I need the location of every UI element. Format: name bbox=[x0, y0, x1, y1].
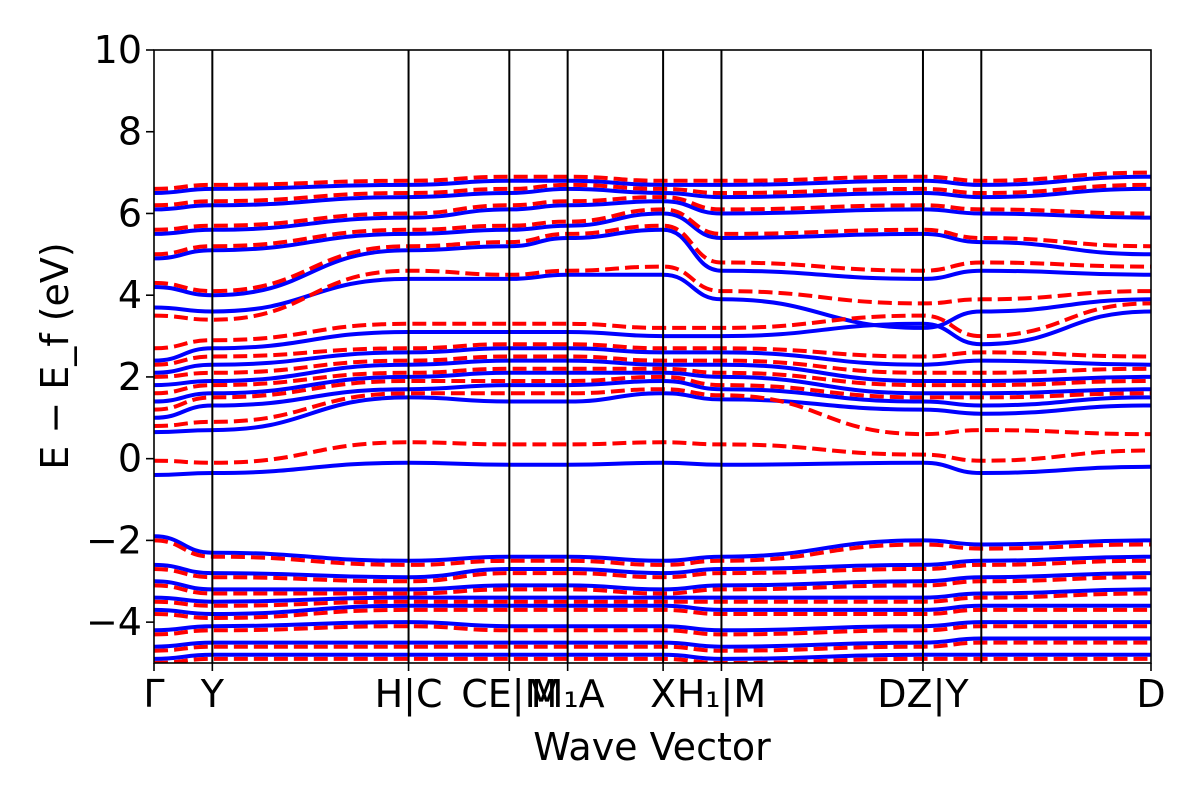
dashed-band-line bbox=[154, 575, 1151, 596]
y-tick-label: 8 bbox=[118, 110, 142, 154]
dashed-band-line bbox=[154, 342, 1151, 367]
dashed-band-line bbox=[154, 170, 1151, 191]
x-tick-label: Γ bbox=[143, 672, 164, 716]
solid-band-line bbox=[154, 186, 1151, 212]
x-tick-label: X bbox=[650, 672, 676, 716]
dashed-band-line bbox=[154, 223, 1151, 294]
y-tick-label: 10 bbox=[94, 28, 142, 72]
solid-band-line bbox=[154, 211, 1151, 261]
x-tick-label: D bbox=[1136, 672, 1165, 716]
y-axis-ticks: −4 −2 0 2 4 6 8 10 bbox=[86, 28, 154, 644]
dashed-band-line bbox=[154, 264, 1151, 322]
dashed-band-line bbox=[154, 656, 1151, 663]
x-axis-title: Wave Vector bbox=[533, 725, 771, 769]
solid-band-line bbox=[154, 460, 1151, 477]
y-tick-label: 2 bbox=[118, 355, 142, 399]
dashed-band-line bbox=[154, 538, 1151, 567]
solid-band-line bbox=[154, 358, 1151, 388]
solid-band-line bbox=[154, 199, 1151, 236]
dashed-band-line bbox=[154, 387, 1151, 437]
dashed-band-line bbox=[154, 591, 1151, 608]
y-tick-label: 6 bbox=[118, 191, 142, 235]
dashed-band-line bbox=[154, 607, 1151, 621]
dashed-band-line bbox=[154, 354, 1151, 379]
solid-band-line bbox=[154, 603, 1151, 617]
solid-band-line bbox=[154, 652, 1151, 661]
dashed-band-line bbox=[154, 624, 1151, 637]
x-tick-label: H|C bbox=[375, 672, 443, 717]
y-axis-title: E − E_f (eV) bbox=[33, 242, 77, 470]
plot-frame bbox=[153, 49, 1152, 664]
solid-band-line bbox=[154, 636, 1151, 649]
dashed-band-line bbox=[154, 558, 1151, 584]
y-tick-label: 0 bbox=[118, 437, 142, 481]
x-tick-label: M₁A bbox=[531, 672, 605, 716]
solid-band-line bbox=[154, 554, 1151, 580]
solid-band-line bbox=[154, 346, 1151, 375]
x-tick-label: CE|M bbox=[461, 672, 557, 717]
x-tick-label: DZ|Y bbox=[877, 672, 969, 717]
solid-band-line bbox=[154, 587, 1151, 604]
solid-band-line bbox=[154, 571, 1151, 592]
dashed-band-line bbox=[154, 440, 1151, 465]
solid-band-line bbox=[154, 378, 1151, 420]
dashed-band-line bbox=[154, 366, 1151, 396]
high-symmetry-lines bbox=[211, 50, 983, 663]
y-tick-label: 4 bbox=[118, 273, 142, 317]
bands-layer bbox=[154, 170, 1151, 663]
dashed-band-line bbox=[154, 301, 1151, 351]
dashed-band-line bbox=[154, 195, 1151, 232]
dashed-band-line bbox=[154, 182, 1151, 208]
x-tick-label: H₁|M bbox=[677, 672, 766, 717]
solid-band-line bbox=[154, 227, 1151, 298]
solid-band-line bbox=[154, 534, 1151, 563]
y-tick-label: −4 bbox=[86, 600, 142, 644]
solid-band-line bbox=[154, 370, 1151, 404]
y-tick-label: −2 bbox=[86, 518, 142, 562]
solid-band-line bbox=[154, 174, 1151, 195]
dashed-band-line bbox=[154, 374, 1151, 412]
solid-band-line bbox=[154, 272, 1151, 330]
x-tick-label: Y bbox=[200, 672, 225, 716]
solid-band-line bbox=[154, 620, 1151, 633]
dashed-band-line bbox=[154, 207, 1151, 257]
dashed-band-line bbox=[154, 640, 1151, 653]
solid-band-line bbox=[154, 309, 1151, 363]
solid-band-line bbox=[154, 391, 1151, 435]
